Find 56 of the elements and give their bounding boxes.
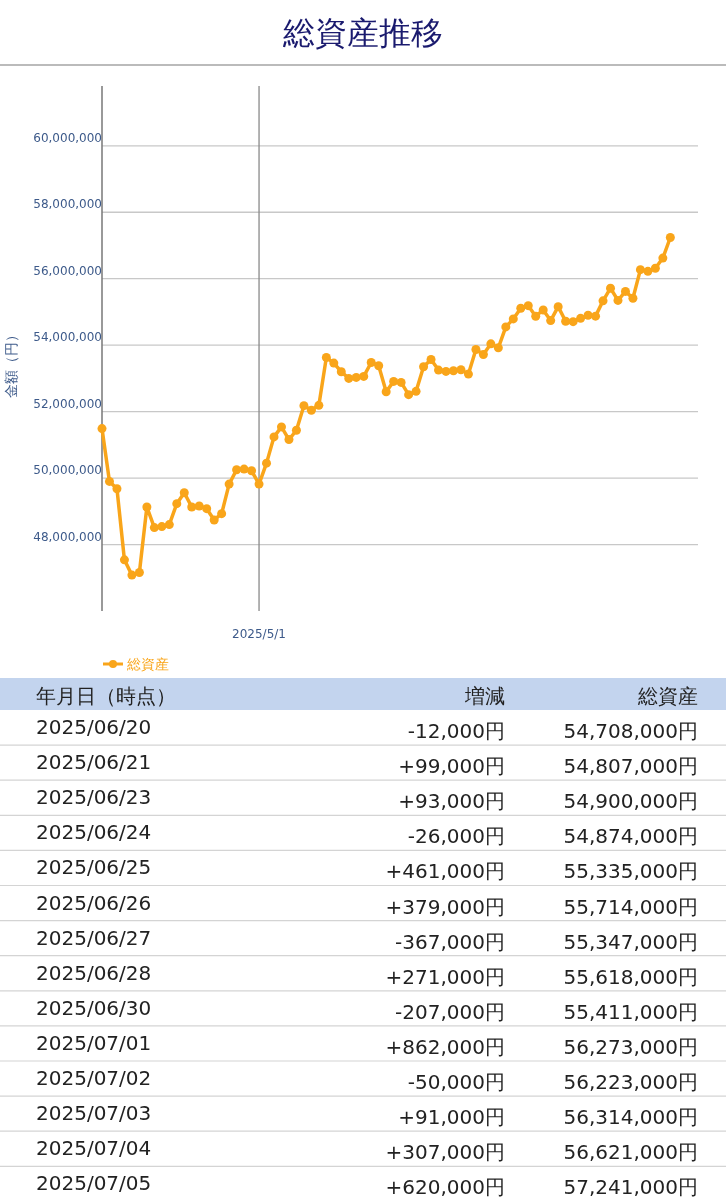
text: 年月日（時点） bbox=[36, 684, 176, 708]
category-label: 2025/06/21 bbox=[36, 750, 152, 775]
category-label: 2025/06/23 bbox=[36, 785, 152, 810]
data-label: 55,618,000円 bbox=[563, 964, 698, 989]
category-label: 2025/06/20 bbox=[36, 715, 152, 739]
data-label: 54,900,000円 bbox=[563, 789, 698, 814]
category-label: 2025/07/05 bbox=[36, 1171, 152, 1196]
y-axis-title: 金額（円） bbox=[3, 327, 19, 398]
text: 増減 bbox=[464, 684, 505, 708]
data-label: -12,000円 bbox=[407, 719, 505, 743]
data-label: +91,000円 bbox=[398, 1105, 505, 1130]
data-label: 56,273,000円 bbox=[563, 1034, 698, 1059]
data-label: +862,000円 bbox=[385, 1034, 505, 1059]
y-tick-label: 50,000,000 bbox=[33, 463, 102, 478]
data-label: -26,000円 bbox=[407, 824, 505, 849]
data-label: -207,000円 bbox=[395, 999, 505, 1024]
category-label: 2025/06/30 bbox=[36, 995, 152, 1020]
category-label: 2025/06/25 bbox=[36, 855, 152, 880]
data-label: +461,000円 bbox=[385, 859, 505, 884]
data-label: 55,411,000円 bbox=[563, 999, 698, 1024]
category-label: 2025/06/28 bbox=[36, 960, 152, 985]
data-label: 55,347,000円 bbox=[563, 929, 698, 954]
y-tick-label: 54,000,000 bbox=[33, 330, 102, 345]
data-label: 55,335,000円 bbox=[563, 859, 698, 884]
y-tick-label: 48,000,000 bbox=[33, 529, 102, 544]
category-label: 2025/06/26 bbox=[36, 890, 152, 915]
y-tick-label: 52,000,000 bbox=[33, 396, 102, 411]
chart-title: 総資産推移 bbox=[282, 14, 443, 52]
data-label: 56,314,000円 bbox=[563, 1105, 698, 1130]
data-label: 57,241,000円 bbox=[563, 1175, 698, 1200]
data-label: 56,621,000円 bbox=[563, 1140, 698, 1165]
data-label: +93,000円 bbox=[398, 789, 505, 814]
category-label: 2025/06/24 bbox=[36, 820, 152, 845]
data-label: +379,000円 bbox=[385, 894, 505, 919]
y-tick-label: 56,000,000 bbox=[33, 263, 102, 278]
y-tick-label: 58,000,000 bbox=[33, 197, 102, 212]
data-label: 54,874,000円 bbox=[563, 824, 698, 849]
data-label: +99,000円 bbox=[398, 754, 505, 779]
data-label: -50,000円 bbox=[407, 1070, 505, 1094]
data-label: +620,000円 bbox=[385, 1175, 505, 1200]
data-label: -367,000円 bbox=[395, 929, 505, 954]
x-tick-label: 2025/5/1 bbox=[232, 627, 286, 641]
data-label: +307,000円 bbox=[385, 1140, 505, 1165]
data-label: 54,807,000円 bbox=[563, 754, 698, 779]
data-label: 56,223,000円 bbox=[563, 1070, 698, 1094]
category-label: 2025/07/01 bbox=[36, 1030, 152, 1055]
data-label: 55,714,000円 bbox=[563, 894, 698, 919]
text: 総資産 bbox=[637, 684, 698, 708]
data-label: +271,000円 bbox=[385, 964, 505, 989]
y-tick-label: 60,000,000 bbox=[33, 130, 102, 145]
category-label: 2025/07/02 bbox=[36, 1066, 152, 1090]
data-label: 54,708,000円 bbox=[563, 719, 698, 743]
category-label: 2025/06/27 bbox=[36, 925, 152, 950]
category-label: 2025/07/04 bbox=[36, 1136, 152, 1161]
category-label: 2025/07/03 bbox=[36, 1101, 152, 1126]
legend-label: 総資産 bbox=[126, 656, 169, 672]
